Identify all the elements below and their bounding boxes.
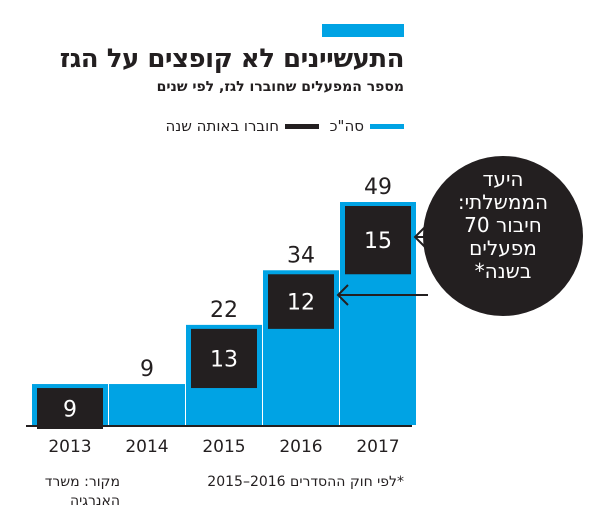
goal-bubble xyxy=(423,156,583,316)
labels-group: 9 9 13 22 12 34 15 49 xyxy=(63,175,392,423)
bars-group xyxy=(32,202,416,429)
legend-label-total: סה"כ xyxy=(329,117,364,135)
bar-connected-2015 xyxy=(191,328,257,389)
x-tick-label-2016: 2016 xyxy=(279,437,322,457)
goal-callout xyxy=(336,156,583,316)
label-total-2016: 34 xyxy=(287,243,315,268)
label-connected-2015: 13 xyxy=(210,347,238,372)
arrow-2017-head xyxy=(413,226,426,248)
accent-bar xyxy=(322,24,404,37)
legend-item-total: סה"כ xyxy=(330,116,404,136)
x-tick-label-2015: 2015 xyxy=(202,437,245,457)
goal-line-1: היעד xyxy=(482,167,524,191)
goal-line-2: הממשלתי: xyxy=(457,190,549,214)
label-total-2015: 22 xyxy=(210,298,238,323)
goal-line-4: מפעלים xyxy=(469,236,537,260)
label-connected-2013: 9 xyxy=(63,398,77,423)
goal-line-3: חיבור 70 xyxy=(464,213,542,237)
chart-title: התעשיינים לא קופצים על הגז xyxy=(59,44,405,74)
label-connected-2016: 12 xyxy=(287,291,315,316)
goal-line-5: בשנה* xyxy=(474,259,532,283)
chart-subtitle: מספר המפעלים שחוברו לגז, לפי שנים xyxy=(156,79,404,95)
source-note: מקור: משרד האנרגיה xyxy=(44,474,120,509)
legend-item-connected: חוברו באותה שנה xyxy=(165,116,319,136)
legend-label-connected: חוברו באותה שנה xyxy=(165,117,279,135)
legend-swatch-total xyxy=(370,123,404,129)
goal-bubble-text: היעד הממשלתי: חיבור 70 מפעלים בשנה* xyxy=(432,168,574,283)
legend-swatch-connected xyxy=(285,123,319,129)
label-total-2017: 49 xyxy=(364,175,392,200)
x-axis: 2013 2014 2015 2016 2017 xyxy=(26,425,412,457)
bar-connected-2017 xyxy=(345,206,411,275)
x-tick-label-2014: 2014 xyxy=(125,437,168,457)
bar-connected-2016 xyxy=(268,274,334,329)
arrow-2016-head xyxy=(336,284,349,306)
label-connected-2017: 15 xyxy=(364,229,392,254)
x-tick-label-2013: 2013 xyxy=(48,437,91,457)
label-total-2014: 9 xyxy=(140,357,154,382)
bar-connected-2013 xyxy=(37,388,103,429)
bar-total-2014 xyxy=(109,384,185,425)
law-footnote: *לפי חוק ההסדרים 2016–2015 xyxy=(207,474,404,490)
x-tick-label-2017: 2017 xyxy=(356,437,399,457)
